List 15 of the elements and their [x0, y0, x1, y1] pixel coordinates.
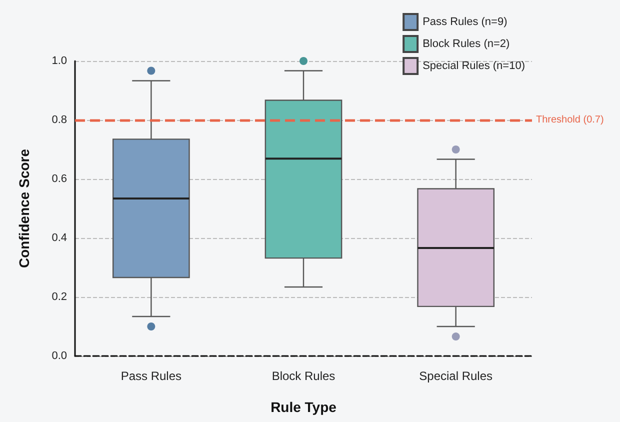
x-tick-label: Special Rules	[419, 369, 493, 383]
y-tick-label: 0.4	[52, 232, 67, 244]
y-tick-label: 0.0	[52, 350, 67, 362]
x-tick-label: Pass Rules	[120, 369, 182, 383]
y-tick-label: 0.6	[52, 173, 67, 185]
y-axis-title: Confidence Score	[16, 148, 32, 268]
y-tick-label: 0.2	[52, 291, 67, 303]
ref-line-label: Threshold (0.7)	[536, 114, 604, 126]
x-axis-title: Rule Type	[270, 399, 337, 415]
y-tick-label: 0.8	[52, 114, 67, 126]
y-tick-label: 1.0	[52, 55, 67, 67]
x-tick-label: Block Rules	[272, 369, 336, 383]
legend-label: Block Rules (n=2)	[422, 38, 510, 50]
legend-label: Pass Rules (n=9)	[422, 16, 508, 28]
legend-label: Special Rules (n=10)	[422, 60, 526, 72]
